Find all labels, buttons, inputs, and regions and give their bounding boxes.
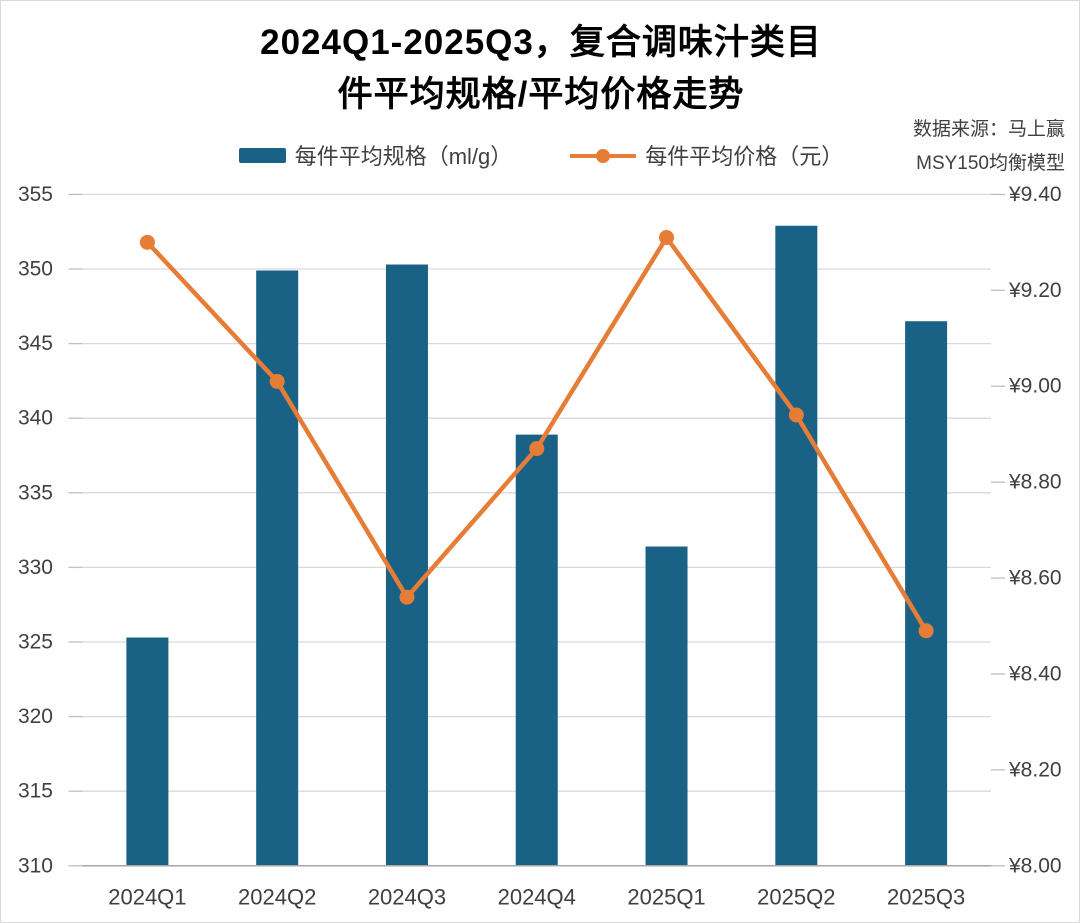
y-axis-right-label: ¥8.20 (1008, 758, 1062, 781)
x-axis-label: 2025Q1 (627, 885, 705, 910)
price-point-2024Q2 (269, 373, 285, 389)
bar-2025Q2 (775, 225, 818, 866)
combo-chart-plot: 355 350 345 340 335 330 325 320 315 310 ¥9.40 ¥9.20… (18, 183, 1062, 910)
x-axis-label: 2025Q2 (757, 885, 835, 910)
bar-2024Q1 (126, 637, 169, 866)
y-axis-left-label: 325 (18, 631, 53, 654)
x-axis-label: 2025Q3 (887, 885, 965, 910)
legend-label-spec: 每件平均规格（ml/g） (294, 144, 513, 169)
legend-item-spec: 每件平均规格（ml/g） (238, 139, 513, 171)
bar-2024Q3 (385, 264, 428, 866)
x-axis-label: 2024Q4 (498, 885, 576, 910)
chart-title-line1: 2024Q1-2025Q3，复合调味汁类目 (260, 23, 822, 62)
y-axis-left-label: 315 (18, 780, 53, 803)
legend-item-price: 每件平均价格（元） (570, 139, 843, 171)
price-point-2025Q2 (788, 407, 804, 423)
chart-legend: 每件平均规格（ml/g） 每件平均价格（元） (1, 139, 1079, 171)
x-axis-label: 2024Q1 (108, 885, 186, 910)
x-axis-label: 2024Q3 (368, 885, 446, 910)
x-axis-label: 2024Q2 (238, 885, 316, 910)
y-axis-right-label: ¥8.80 (1008, 471, 1062, 494)
bar-2025Q1 (645, 546, 688, 866)
data-source-line1: 数据来源：马上赢 (912, 119, 1065, 140)
y-axis-right-label: ¥9.20 (1008, 279, 1062, 302)
bar-2025Q3 (905, 321, 948, 866)
y-axis-right-label: ¥8.40 (1008, 662, 1062, 685)
price-point-2025Q1 (659, 230, 675, 246)
chart-title-line2: 件平均规格/平均价格走势 (337, 74, 745, 114)
bar-2024Q2 (256, 270, 299, 866)
data-source-note: 数据来源：马上赢 MSY150均衡模型 (913, 113, 1065, 181)
y-axis-right-label: ¥8.60 (1008, 567, 1062, 590)
y-axis-left-label: 330 (18, 556, 53, 579)
bar-2024Q4 (515, 434, 558, 866)
price-point-2024Q3 (399, 589, 415, 605)
y-axis-left-label: 350 (18, 258, 53, 281)
price-point-2025Q3 (918, 623, 934, 639)
legend-label-price: 每件平均价格（元） (645, 144, 844, 169)
y-axis-left-label: 340 (18, 407, 53, 430)
price-point-2024Q4 (529, 441, 545, 457)
y-axis-right-label: ¥9.00 (1008, 375, 1062, 398)
y-axis-left-label: 335 (18, 481, 53, 504)
line-series-swatch-icon (570, 148, 637, 163)
y-axis-left-label: 310 (18, 854, 53, 877)
y-axis-right-label: ¥8.00 (1008, 854, 1062, 877)
data-source-line2: MSY150均衡模型 (916, 152, 1065, 174)
chart-title: 2024Q1-2025Q3，复合调味汁类目 件平均规格/平均价格走势 (1, 17, 1079, 121)
price-point-2024Q1 (139, 234, 155, 250)
bar-series-swatch-icon (238, 147, 286, 163)
y-axis-left-label: 320 (18, 705, 53, 728)
y-axis-right-label: ¥9.40 (1008, 183, 1062, 206)
y-axis-left-label: 355 (18, 183, 53, 206)
y-axis-left-label: 345 (18, 332, 53, 355)
